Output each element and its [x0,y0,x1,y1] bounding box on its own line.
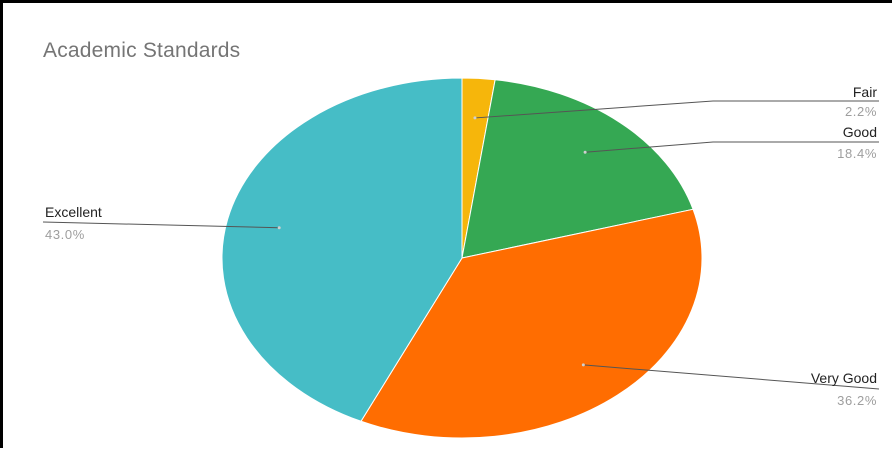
leader-line-very-good [583,364,880,390]
slice-labels: Fair 2.2% Good 18.4% Very Good 36.2% Excellent… [45,84,877,408]
pie-chart: Fair 2.2% Good 18.4% Very Good 36.2% Excellent… [42,77,880,439]
slice-percent-good: 18.4% [837,146,877,161]
slice-label-good: Good [843,124,877,140]
leader-line-fair [474,100,879,119]
pie-slice-excellent [221,77,463,422]
pie-slice-very-good [360,208,703,439]
leader-dot-excellent [277,226,281,230]
slice-label-fair: Fair [853,84,877,100]
pie-slices [221,77,703,439]
leader-line-excellent [42,221,280,229]
leader-dot-fair [473,116,477,120]
leader-lines [42,100,880,390]
slice-label-excellent: Excellent [45,204,102,220]
leader-dot-good [583,150,587,154]
slice-percent-fair: 2.2% [845,104,877,119]
chart-title: Academic Standards [43,39,241,62]
slice-percent-very-good: 36.2% [837,393,877,408]
leader-line-good [585,141,879,153]
pie-slice-good [461,79,694,259]
slice-label-very-good: Very Good [811,370,877,386]
leader-dot-very-good [581,363,585,367]
slice-percent-excellent: 43.0% [45,227,85,242]
